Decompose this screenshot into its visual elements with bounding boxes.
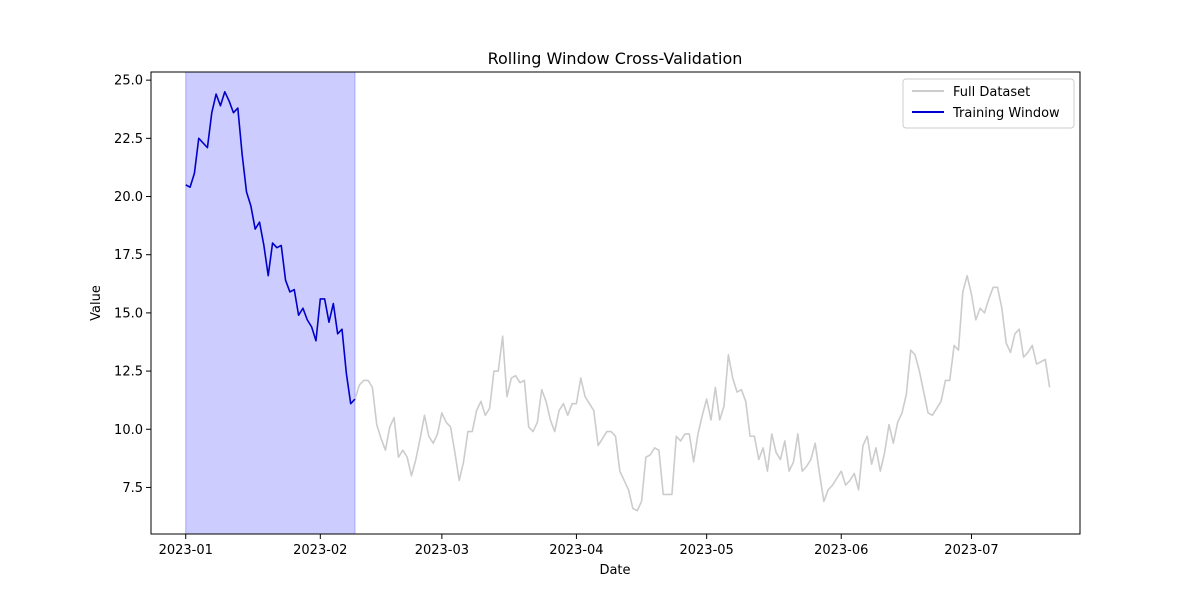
- y-tick-label: 7.5: [122, 481, 143, 496]
- legend: Full Dataset Training Window: [902, 78, 1075, 129]
- x-tick-label: 2023-01: [159, 543, 213, 558]
- axes-frame: [150, 71, 1081, 535]
- y-tick-label: 15.0: [114, 306, 143, 321]
- plot-area: [185, 71, 1051, 535]
- x-tick-label: 2023-02: [293, 543, 347, 558]
- x-axis-label: Date: [599, 563, 630, 578]
- x-tick-label: 2023-03: [415, 543, 469, 558]
- y-tick-label: 22.5: [114, 132, 143, 147]
- training-window-span: [185, 71, 356, 535]
- axes: 2023-01 2023-02 2023-03 2023-04 2023-05 2023-…: [114, 71, 1081, 558]
- series-line-training-window: [185, 90, 356, 405]
- y-tick-label: 20.0: [114, 190, 143, 205]
- legend-box: [902, 78, 1075, 129]
- y-tick-label: 10.0: [114, 423, 143, 438]
- chart-title: Rolling Window Cross-Validation: [488, 49, 743, 68]
- legend-label-training-window: Training Window: [952, 106, 1060, 121]
- y-tick-label: 12.5: [114, 365, 143, 380]
- y-tick-label: 25.0: [114, 74, 143, 89]
- x-tick-label: 2023-05: [679, 543, 733, 558]
- y-tick-label: 17.5: [114, 248, 143, 263]
- legend-label-full-dataset: Full Dataset: [953, 85, 1030, 100]
- y-axis-label: Value: [89, 285, 104, 321]
- x-tick-label: 2023-06: [814, 543, 868, 558]
- x-tick-label: 2023-07: [944, 543, 998, 558]
- x-tick-label: 2023-04: [549, 543, 603, 558]
